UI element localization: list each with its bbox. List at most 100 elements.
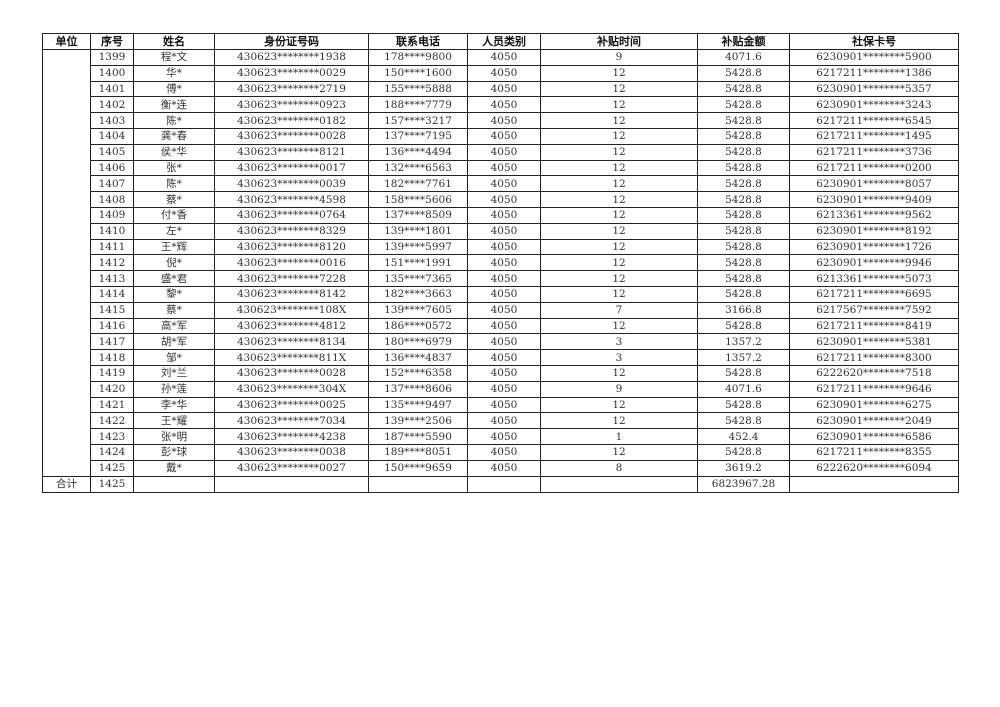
- category-cell: 4050: [467, 412, 541, 430]
- subsidy-amount-cell: 5428.8: [697, 191, 790, 208]
- subsidy-months-cell: 12: [540, 64, 698, 82]
- category-cell: 4050: [467, 143, 541, 161]
- seq-cell: 1403: [90, 112, 134, 129]
- header-name: 姓名: [133, 33, 215, 50]
- phone-cell: 137****7195: [368, 127, 468, 145]
- subsidy-months-cell: 12: [540, 412, 698, 430]
- header-category: 人员类别: [467, 33, 541, 50]
- social-card-cell: 6217211********9646: [789, 380, 959, 398]
- social-card-cell: 6213361********5073: [789, 270, 959, 287]
- id-number-cell: 430623********0764: [214, 206, 369, 224]
- subsidy-amount-cell: 5428.8: [697, 412, 790, 430]
- name-cell: 李*华: [133, 396, 215, 414]
- category-cell: 4050: [467, 254, 541, 272]
- subsidy-months-cell: 7: [540, 301, 698, 319]
- table-row: 1413 盛*君 430623********7228 135****7365 4050…: [43, 270, 959, 287]
- phone-cell: 136****4494: [368, 143, 468, 161]
- subsidy-months-cell: 12: [540, 396, 698, 414]
- seq-cell: 1400: [90, 64, 134, 82]
- social-card-cell: 6230901********2049: [789, 412, 959, 430]
- table-row: 1415 蔡* 430623********108X 139****7605 4050 7…: [43, 301, 959, 319]
- social-card-cell: 6230901********3243: [789, 96, 959, 114]
- subsidy-amount-cell: 5428.8: [697, 317, 790, 335]
- subsidy-months-cell: 12: [540, 317, 698, 335]
- subsidy-amount-cell: 3166.8: [697, 301, 790, 319]
- subsidy-amount-cell: 1357.2: [697, 333, 790, 351]
- seq-cell: 1414: [90, 285, 134, 303]
- id-number-cell: 430623********0182: [214, 112, 369, 129]
- table-row: 1418 邹* 430623********811X 136****4837 4050 3…: [43, 349, 959, 366]
- subsidy-months-cell: 12: [540, 175, 698, 193]
- category-cell: 4050: [467, 443, 541, 461]
- table-row: 1409 付*香 430623********0764 137****8509 4050…: [43, 206, 959, 224]
- subsidy-amount-cell: 5428.8: [697, 206, 790, 224]
- id-number-cell: 430623********0025: [214, 396, 369, 414]
- category-cell: 4050: [467, 459, 541, 477]
- category-cell: 4050: [467, 64, 541, 82]
- phone-cell: 188****7779: [368, 96, 468, 114]
- phone-cell: 150****1600: [368, 64, 468, 82]
- table-row: 1416 高*军 430623********4812 186****0572 4050…: [43, 317, 959, 335]
- subsidy-months-cell: 12: [540, 80, 698, 98]
- category-cell: 4050: [467, 191, 541, 208]
- table-row: 1421 李*华 430623********0025 135****9497 4050…: [43, 396, 959, 414]
- total-empty: [133, 475, 215, 493]
- seq-cell: 1399: [90, 49, 134, 66]
- seq-cell: 1417: [90, 333, 134, 351]
- subsidy-months-cell: 12: [540, 191, 698, 208]
- social-card-cell: 6217211********1386: [789, 64, 959, 82]
- subsidy-table: 单位 序号 姓名 身份证号码 联系电话 人员类别 补贴时间 补贴金额 社保卡号 …: [42, 33, 959, 493]
- social-card-cell: 6222620********6094: [789, 459, 959, 477]
- header-phone: 联系电话: [368, 33, 468, 50]
- total-amount: 6823967.28: [697, 475, 790, 493]
- id-number-cell: 430623********1938: [214, 49, 369, 66]
- name-cell: 邹*: [133, 349, 215, 366]
- phone-cell: 150****9659: [368, 459, 468, 477]
- seq-cell: 1406: [90, 159, 134, 177]
- subsidy-amount-cell: 5428.8: [697, 112, 790, 129]
- social-card-cell: 6230901********9409: [789, 191, 959, 208]
- table-row: 1401 傅* 430623********2719 155****5888 4050 1…: [43, 80, 959, 98]
- table-row: 1403 陈* 430623********0182 157****3217 4050 1…: [43, 112, 959, 129]
- id-number-cell: 430623********4238: [214, 428, 369, 445]
- name-cell: 左*: [133, 222, 215, 240]
- table-row: 1406 张* 430623********0017 132****6563 4050 1…: [43, 159, 959, 177]
- table-row: 1404 龚*春 430623********0028 137****7195 4050…: [43, 127, 959, 145]
- phone-cell: 152****6358: [368, 364, 468, 382]
- id-number-cell: 430623********0017: [214, 159, 369, 177]
- seq-cell: 1401: [90, 80, 134, 98]
- seq-cell: 1408: [90, 191, 134, 208]
- social-card-cell: 6230901********5357: [789, 80, 959, 98]
- header-unit: 单位: [42, 33, 91, 50]
- subsidy-months-cell: 8: [540, 459, 698, 477]
- total-label: 合计: [42, 475, 91, 493]
- social-card-cell: 6230901********5381: [789, 333, 959, 351]
- id-number-cell: 430623********0029: [214, 64, 369, 82]
- seq-cell: 1412: [90, 254, 134, 272]
- phone-cell: 182****3663: [368, 285, 468, 303]
- id-number-cell: 430623********0039: [214, 175, 369, 193]
- table-row: 1411 王*辉 430623********8120 139****5997 4050…: [43, 238, 959, 256]
- subsidy-months-cell: 12: [540, 364, 698, 382]
- category-cell: 4050: [467, 270, 541, 287]
- subsidy-months-cell: 12: [540, 222, 698, 240]
- subsidy-months-cell: 12: [540, 443, 698, 461]
- phone-cell: 139****5997: [368, 238, 468, 256]
- category-cell: 4050: [467, 112, 541, 129]
- phone-cell: 178****9800: [368, 49, 468, 66]
- category-cell: 4050: [467, 333, 541, 351]
- phone-cell: 158****5606: [368, 191, 468, 208]
- subsidy-months-cell: 9: [540, 49, 698, 66]
- social-card-cell: 6217211********1495: [789, 127, 959, 145]
- social-card-cell: 6230901********8192: [789, 222, 959, 240]
- name-cell: 胡*军: [133, 333, 215, 351]
- table-row: 1423 张*明 430623********4238 187****5590 4050…: [43, 428, 959, 445]
- category-cell: 4050: [467, 96, 541, 114]
- table-row: 1412 倪* 430623********0016 151****1991 4050 1…: [43, 254, 959, 272]
- id-number-cell: 430623********7034: [214, 412, 369, 430]
- table-row: 1420 孙*莲 430623********304X 137****8606 4050…: [43, 380, 959, 398]
- name-cell: 陈*: [133, 175, 215, 193]
- subsidy-months-cell: 12: [540, 270, 698, 287]
- social-card-cell: 6217211********3736: [789, 143, 959, 161]
- total-empty: [789, 475, 959, 493]
